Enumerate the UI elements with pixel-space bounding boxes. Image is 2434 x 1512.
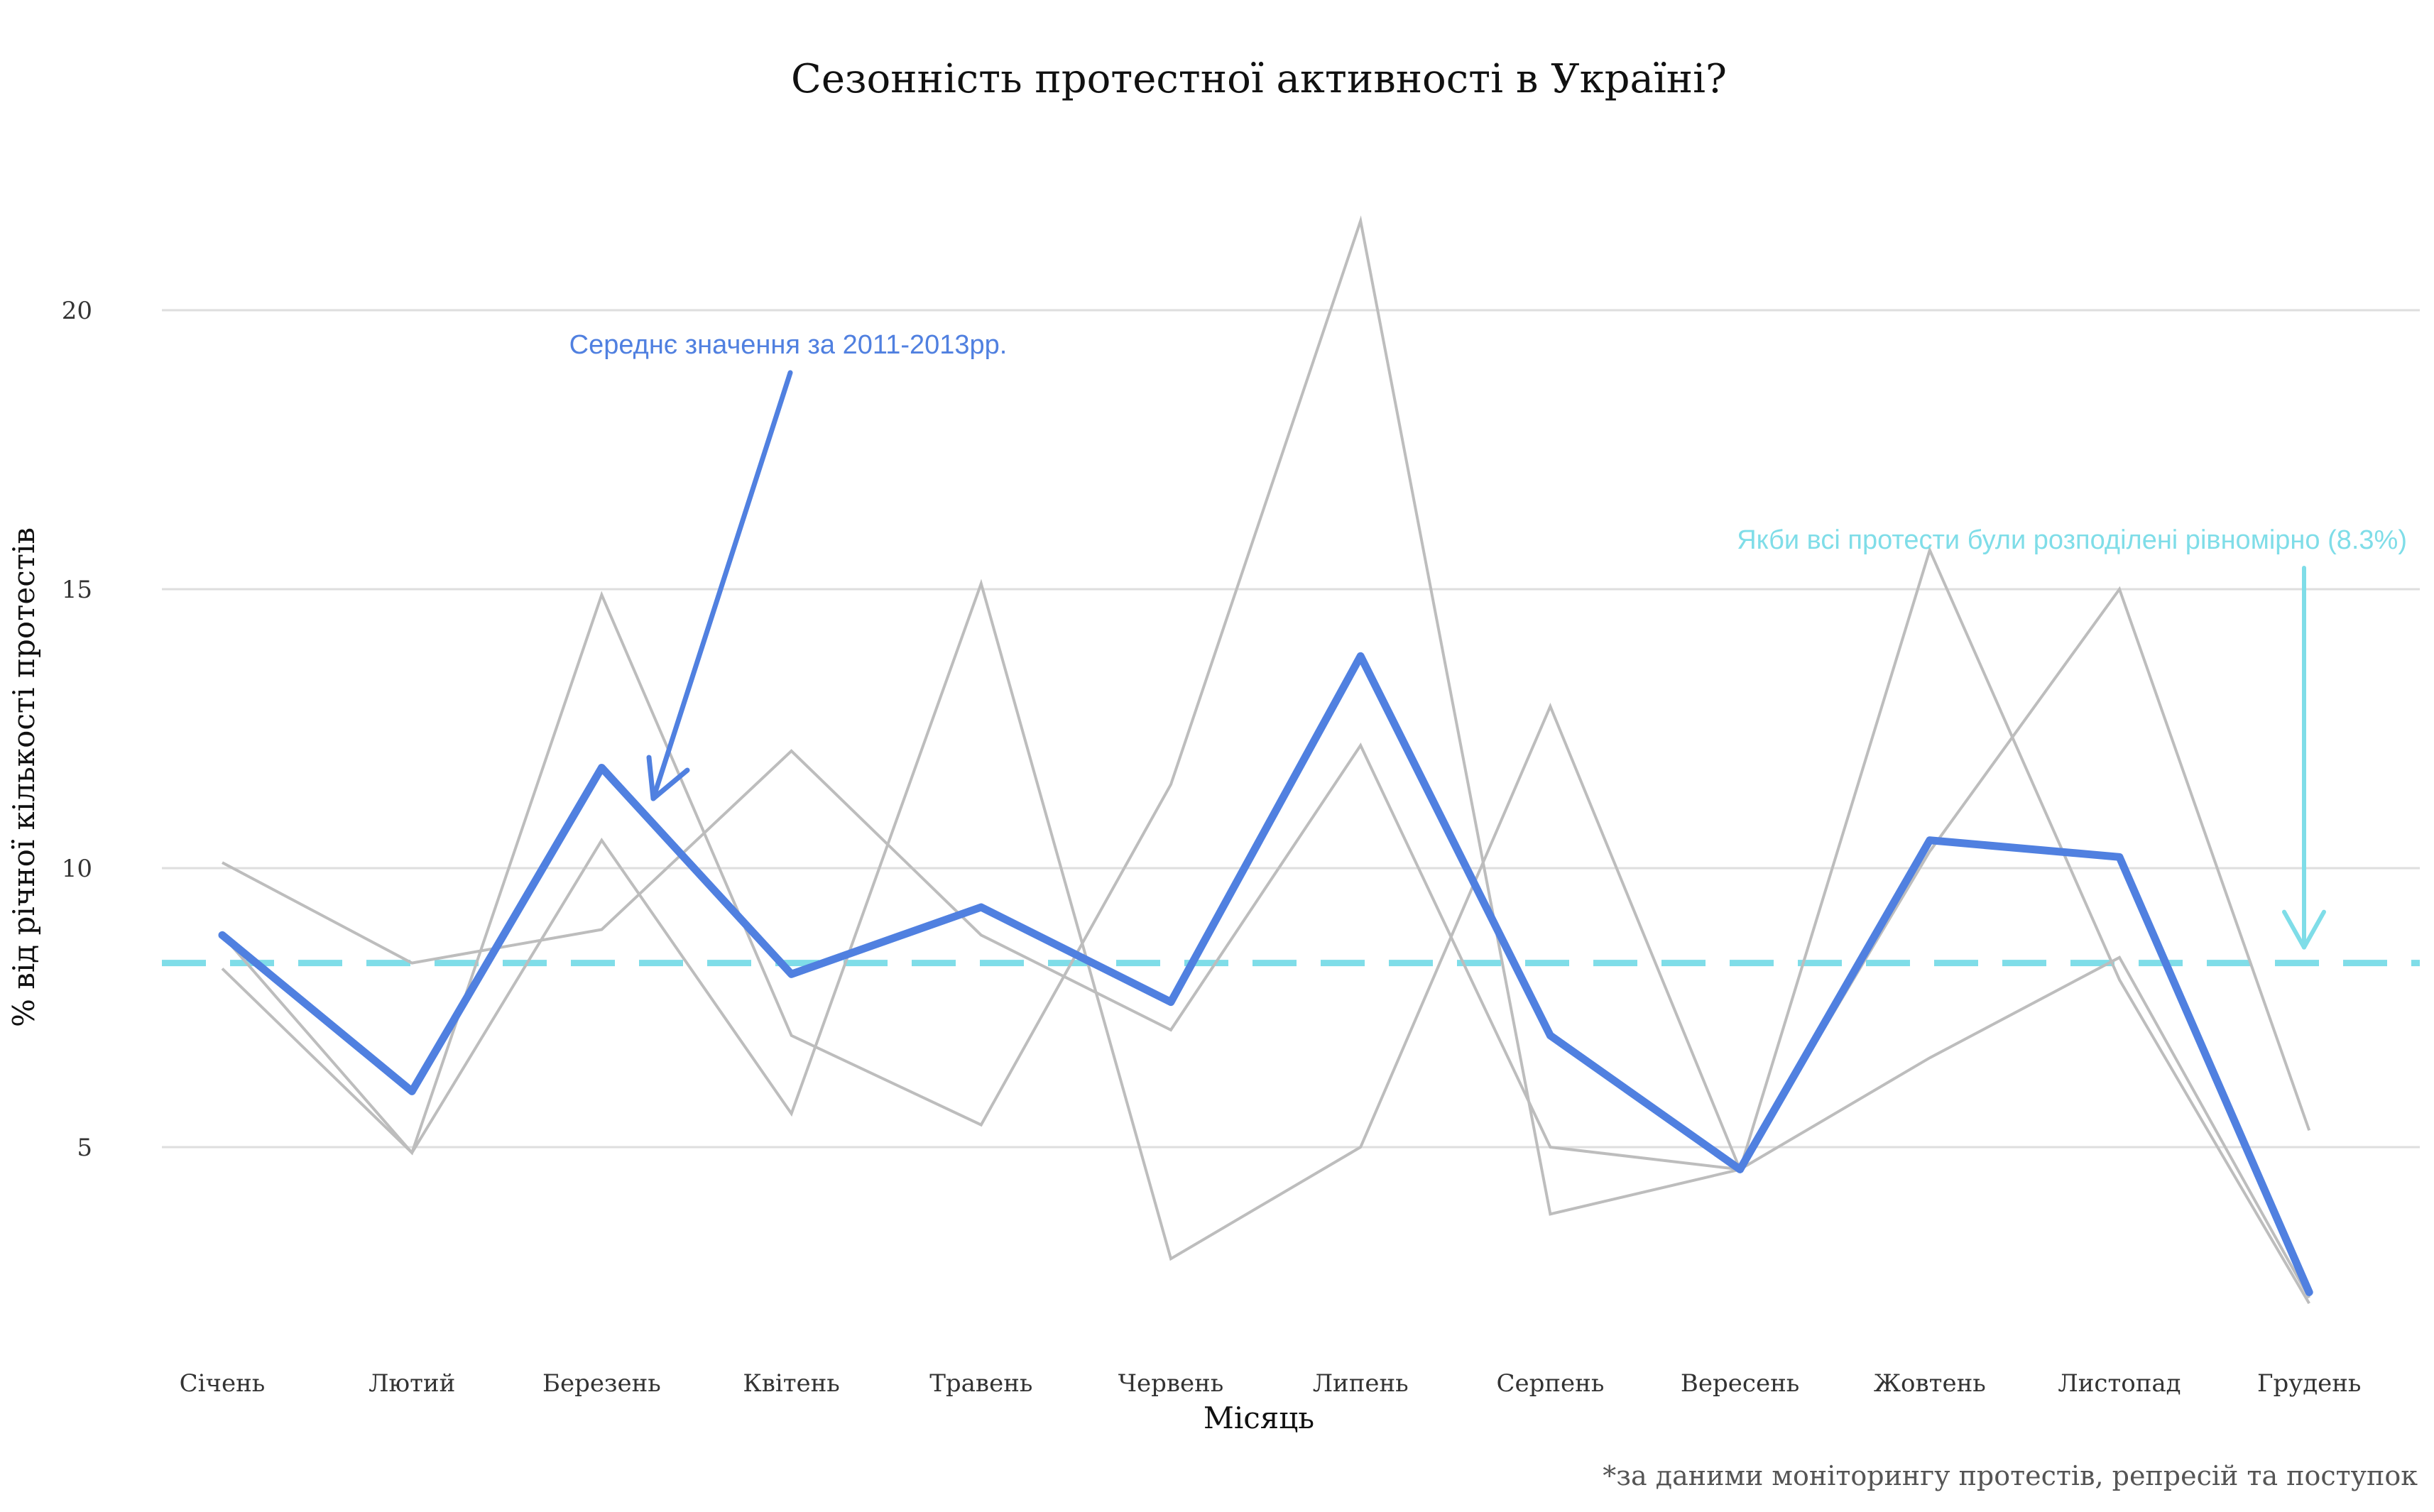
year-series-line <box>221 215 2310 1305</box>
x-tick-label: Грудень <box>2257 1369 2362 1398</box>
series-lines <box>218 215 2313 1305</box>
year-series-line <box>221 579 2310 1299</box>
chart-title: Сезонність протестної активності в Украї… <box>791 56 1727 102</box>
x-tick-label: Травень <box>929 1369 1032 1398</box>
x-tick-labels: Січень Лютий Березень Квітень Травень Червень… <box>180 1369 2362 1398</box>
source-note: *за даними моніторингу протестів, репрес… <box>1603 1460 2418 1491</box>
x-tick-label: Березень <box>542 1369 661 1398</box>
y-tick-label: 10 <box>62 855 92 883</box>
x-tick-label: Серпень <box>1496 1369 1604 1398</box>
y-tick-label: 20 <box>62 297 92 325</box>
y-tick-label: 15 <box>62 576 92 604</box>
x-tick-label: Липень <box>1313 1369 1409 1398</box>
uniform-annotation-label: Якби всі протести були розподілені рівно… <box>1737 525 2407 555</box>
x-axis-label: Місяць <box>1204 1401 1314 1435</box>
x-tick-label: Жовтень <box>1874 1369 1986 1398</box>
uniform-annotation-arrow <box>2282 566 2326 950</box>
year-series-line <box>222 586 2311 1171</box>
y-tick-label: 5 <box>77 1134 92 1162</box>
y-axis-label: % від річної кількості протестів <box>6 527 41 1027</box>
x-tick-label: Квітень <box>743 1369 839 1398</box>
y-tick-labels: 5 10 15 20 <box>62 297 92 1162</box>
mean-annotation-label: Середнє значення за 2011-2013рр. <box>569 330 1008 360</box>
x-tick-label: Січень <box>180 1369 266 1398</box>
x-tick-label: Листопад <box>2058 1369 2181 1398</box>
x-tick-label: Вересень <box>1681 1369 1799 1398</box>
mean-annotation-arrow <box>646 370 793 801</box>
mean-series-line <box>218 652 2313 1296</box>
x-tick-label: Червень <box>1118 1369 1224 1398</box>
x-tick-label: Лютий <box>369 1369 455 1398</box>
gridlines <box>162 309 2420 1149</box>
